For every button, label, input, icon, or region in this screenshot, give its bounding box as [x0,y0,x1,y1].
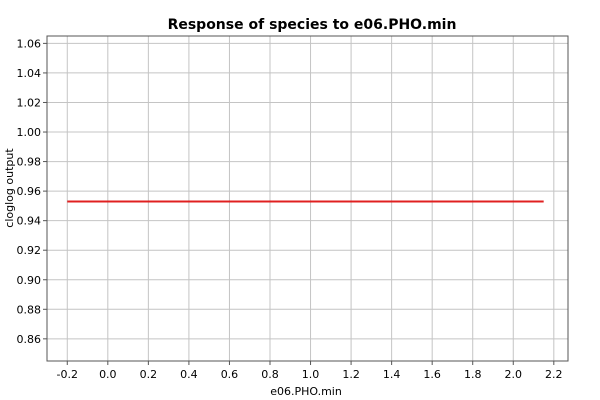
x-tick-label: 1.2 [342,368,360,381]
x-tick-label: 0.6 [221,368,239,381]
plot-background [47,36,568,361]
x-tick-label: 1.4 [383,368,401,381]
x-tick-label: 0.4 [180,368,198,381]
y-tick-label: 0.86 [17,333,42,346]
y-tick-label: 0.90 [17,274,42,287]
y-tick-label: 1.02 [17,96,42,109]
y-tick-label: 0.96 [17,185,42,198]
x-tick-label: 2.2 [545,368,563,381]
plot-frame [46,35,569,362]
y-axis-label: cloglog output [3,148,16,228]
y-tick-label: 1.06 [17,37,42,50]
x-tick-label: 1.0 [302,368,320,381]
y-axis: 0.86 0.88 0.90 0.92 0.94 0.96 0.98 1.00 1.02 1.04… [17,37,47,346]
y-tick-label: 1.04 [17,67,42,80]
y-tick-label: 0.94 [17,215,42,228]
chart-title: Response of species to e06.PHO.min [168,17,457,33]
x-tick-label: 2.0 [505,368,523,381]
x-tick-label: 0.0 [99,368,117,381]
x-tick-label: 0.8 [261,368,279,381]
x-axis-label: e06.PHO.min [270,385,342,398]
x-tick-label: -0.2 [57,368,78,381]
x-axis: -0.2 0.0 0.2 0.4 0.6 0.8 1.0 1.2 1.4 1.6 1.8 2.0 2.2 [57,361,563,381]
x-tick-label: 1.8 [464,368,482,381]
y-tick-label: 0.98 [17,156,42,169]
x-tick-label: 0.2 [140,368,158,381]
y-tick-label: 1.00 [17,126,42,139]
x-tick-label: 1.6 [423,368,441,381]
y-tick-label: 0.92 [17,244,42,257]
grid [47,36,568,361]
y-tick-label: 0.88 [17,303,42,316]
